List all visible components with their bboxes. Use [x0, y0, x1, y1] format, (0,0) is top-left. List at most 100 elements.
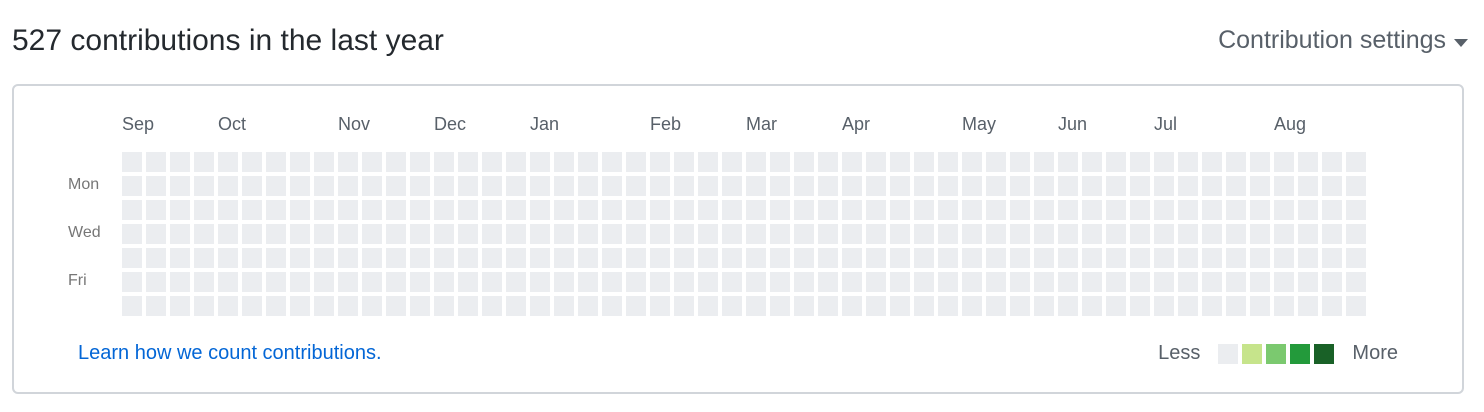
contribution-day-cell[interactable]: [338, 248, 358, 268]
contribution-day-cell[interactable]: [1106, 248, 1126, 268]
contribution-day-cell[interactable]: [818, 248, 838, 268]
contribution-day-cell[interactable]: [746, 152, 766, 172]
contribution-day-cell[interactable]: [266, 200, 286, 220]
contribution-day-cell[interactable]: [578, 272, 598, 292]
contribution-day-cell[interactable]: [170, 296, 190, 316]
contribution-day-cell[interactable]: [722, 152, 742, 172]
contribution-day-cell[interactable]: [1346, 248, 1366, 268]
contribution-day-cell[interactable]: [986, 152, 1006, 172]
contribution-day-cell[interactable]: [194, 272, 214, 292]
contribution-day-cell[interactable]: [146, 176, 166, 196]
contribution-day-cell[interactable]: [1322, 296, 1342, 316]
contribution-day-cell[interactable]: [890, 152, 910, 172]
contribution-day-cell[interactable]: [290, 176, 310, 196]
contribution-day-cell[interactable]: [914, 176, 934, 196]
contribution-day-cell[interactable]: [314, 272, 334, 292]
contribution-day-cell[interactable]: [506, 176, 526, 196]
contribution-day-cell[interactable]: [986, 248, 1006, 268]
contribution-day-cell[interactable]: [1130, 152, 1150, 172]
contribution-day-cell[interactable]: [1130, 176, 1150, 196]
contribution-day-cell[interactable]: [866, 176, 886, 196]
contribution-day-cell[interactable]: [314, 176, 334, 196]
contribution-day-cell[interactable]: [674, 296, 694, 316]
contribution-day-cell[interactable]: [1250, 224, 1270, 244]
contribution-day-cell[interactable]: [1082, 224, 1102, 244]
contribution-day-cell[interactable]: [1298, 176, 1318, 196]
contribution-day-cell[interactable]: [1058, 296, 1078, 316]
contribution-day-cell[interactable]: [122, 272, 142, 292]
contribution-day-cell[interactable]: [458, 248, 478, 268]
contribution-day-cell[interactable]: [1154, 296, 1174, 316]
contribution-day-cell[interactable]: [962, 224, 982, 244]
contribution-day-cell[interactable]: [530, 152, 550, 172]
contribution-day-cell[interactable]: [482, 248, 502, 268]
contribution-day-cell[interactable]: [458, 272, 478, 292]
contribution-day-cell[interactable]: [338, 200, 358, 220]
contribution-day-cell[interactable]: [1154, 152, 1174, 172]
contribution-day-cell[interactable]: [698, 248, 718, 268]
contribution-day-cell[interactable]: [1322, 176, 1342, 196]
contribution-day-cell[interactable]: [1274, 296, 1294, 316]
contribution-day-cell[interactable]: [1178, 152, 1198, 172]
contribution-day-cell[interactable]: [698, 296, 718, 316]
contribution-day-cell[interactable]: [458, 176, 478, 196]
contribution-day-cell[interactable]: [986, 200, 1006, 220]
contribution-day-cell[interactable]: [1082, 296, 1102, 316]
contribution-day-cell[interactable]: [962, 176, 982, 196]
contribution-day-cell[interactable]: [1154, 176, 1174, 196]
contribution-day-cell[interactable]: [866, 224, 886, 244]
contribution-day-cell[interactable]: [1130, 248, 1150, 268]
contribution-day-cell[interactable]: [1346, 176, 1366, 196]
contribution-day-cell[interactable]: [1322, 224, 1342, 244]
contribution-day-cell[interactable]: [650, 272, 670, 292]
contribution-day-cell[interactable]: [698, 200, 718, 220]
contribution-day-cell[interactable]: [1106, 152, 1126, 172]
contribution-day-cell[interactable]: [1178, 272, 1198, 292]
contribution-day-cell[interactable]: [1250, 296, 1270, 316]
contribution-day-cell[interactable]: [770, 248, 790, 268]
contribution-day-cell[interactable]: [122, 296, 142, 316]
contribution-day-cell[interactable]: [1082, 176, 1102, 196]
contribution-day-cell[interactable]: [530, 224, 550, 244]
contribution-day-cell[interactable]: [554, 200, 574, 220]
contribution-day-cell[interactable]: [1202, 152, 1222, 172]
contribution-day-cell[interactable]: [290, 296, 310, 316]
contribution-day-cell[interactable]: [746, 200, 766, 220]
contribution-day-cell[interactable]: [914, 296, 934, 316]
contribution-day-cell[interactable]: [1010, 152, 1030, 172]
contribution-day-cell[interactable]: [1106, 200, 1126, 220]
contribution-day-cell[interactable]: [1250, 272, 1270, 292]
contribution-settings-dropdown[interactable]: Contribution settings: [1218, 26, 1468, 55]
contribution-day-cell[interactable]: [746, 224, 766, 244]
contribution-day-cell[interactable]: [146, 272, 166, 292]
contribution-day-cell[interactable]: [1178, 296, 1198, 316]
contribution-day-cell[interactable]: [290, 200, 310, 220]
contribution-day-cell[interactable]: [938, 200, 958, 220]
contribution-day-cell[interactable]: [866, 248, 886, 268]
contribution-day-cell[interactable]: [170, 224, 190, 244]
contribution-day-cell[interactable]: [914, 224, 934, 244]
contribution-day-cell[interactable]: [314, 224, 334, 244]
contribution-day-cell[interactable]: [674, 176, 694, 196]
contribution-day-cell[interactable]: [986, 176, 1006, 196]
contribution-day-cell[interactable]: [986, 296, 1006, 316]
contribution-day-cell[interactable]: [698, 152, 718, 172]
contribution-day-cell[interactable]: [914, 272, 934, 292]
contribution-day-cell[interactable]: [722, 296, 742, 316]
contribution-day-cell[interactable]: [146, 152, 166, 172]
contribution-day-cell[interactable]: [1034, 272, 1054, 292]
contribution-day-cell[interactable]: [1034, 248, 1054, 268]
contribution-day-cell[interactable]: [338, 176, 358, 196]
contribution-day-cell[interactable]: [1298, 272, 1318, 292]
contribution-day-cell[interactable]: [410, 248, 430, 268]
contribution-day-cell[interactable]: [1202, 176, 1222, 196]
contribution-day-cell[interactable]: [1322, 200, 1342, 220]
contribution-day-cell[interactable]: [890, 272, 910, 292]
contribution-day-cell[interactable]: [770, 176, 790, 196]
contribution-day-cell[interactable]: [722, 224, 742, 244]
contribution-day-cell[interactable]: [1202, 248, 1222, 268]
contribution-day-cell[interactable]: [1250, 152, 1270, 172]
contribution-day-cell[interactable]: [1274, 152, 1294, 172]
contribution-day-cell[interactable]: [290, 248, 310, 268]
contribution-day-cell[interactable]: [1058, 248, 1078, 268]
